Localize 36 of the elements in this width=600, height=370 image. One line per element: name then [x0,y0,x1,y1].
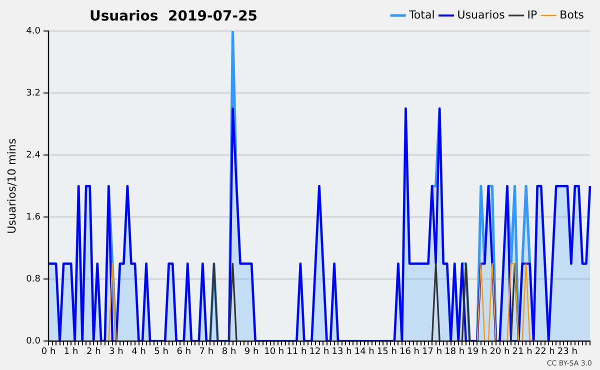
legend-label: Bots [560,8,584,22]
x-tick-label: 19 h [467,346,488,357]
x-tick-label: 15 h [376,346,397,357]
chart-title: Usuarios 2019-07-25 [89,8,258,25]
x-tick-label: 10 h [264,346,284,357]
y-tick-label: 0.0 [26,336,41,347]
x-tick-label: 14 h [354,346,374,357]
y-tick-label: 4.0 [26,26,41,36]
x-tick-label: 3 h [109,346,124,357]
x-tick-label: 2 h [86,346,101,357]
x-tick-label: 9 h [244,346,259,357]
x-tick-label: 12 h [309,346,330,357]
x-tick-label: 8 h [222,346,236,357]
y-tick-label: 3.2 [26,88,41,98]
y-axis-title: Usuarios/10 mins [5,138,18,234]
x-tick-label: 18 h [444,346,465,357]
x-tick-label: 21 h [512,346,532,357]
y-tick-label: 2.4 [26,150,41,160]
y-tick-label: 1.6 [26,212,41,222]
y-tick-label: 0.8 [26,274,41,285]
x-tick-label: 11 h [286,346,307,357]
x-tick-label: 17 h [422,346,442,357]
x-tick-label: 20 h [490,346,510,357]
x-tick-label: 7 h [199,346,214,357]
x-tick-label: 23 h [557,346,578,357]
legend-label: IP [527,8,538,22]
legend-label: Total [408,8,435,22]
x-tick-label: 5 h [154,346,168,357]
x-tick-label: 13 h [332,346,352,357]
x-tick-label: 6 h [176,346,192,357]
x-tick-label: 16 h [399,346,420,357]
x-tick-label: 22 h [534,346,555,357]
x-tick-label: 0 h [41,346,56,357]
x-tick-label: 4 h [132,346,146,357]
x-tick-label: 1 h [64,346,78,357]
legend-label: Usuarios [457,8,506,22]
